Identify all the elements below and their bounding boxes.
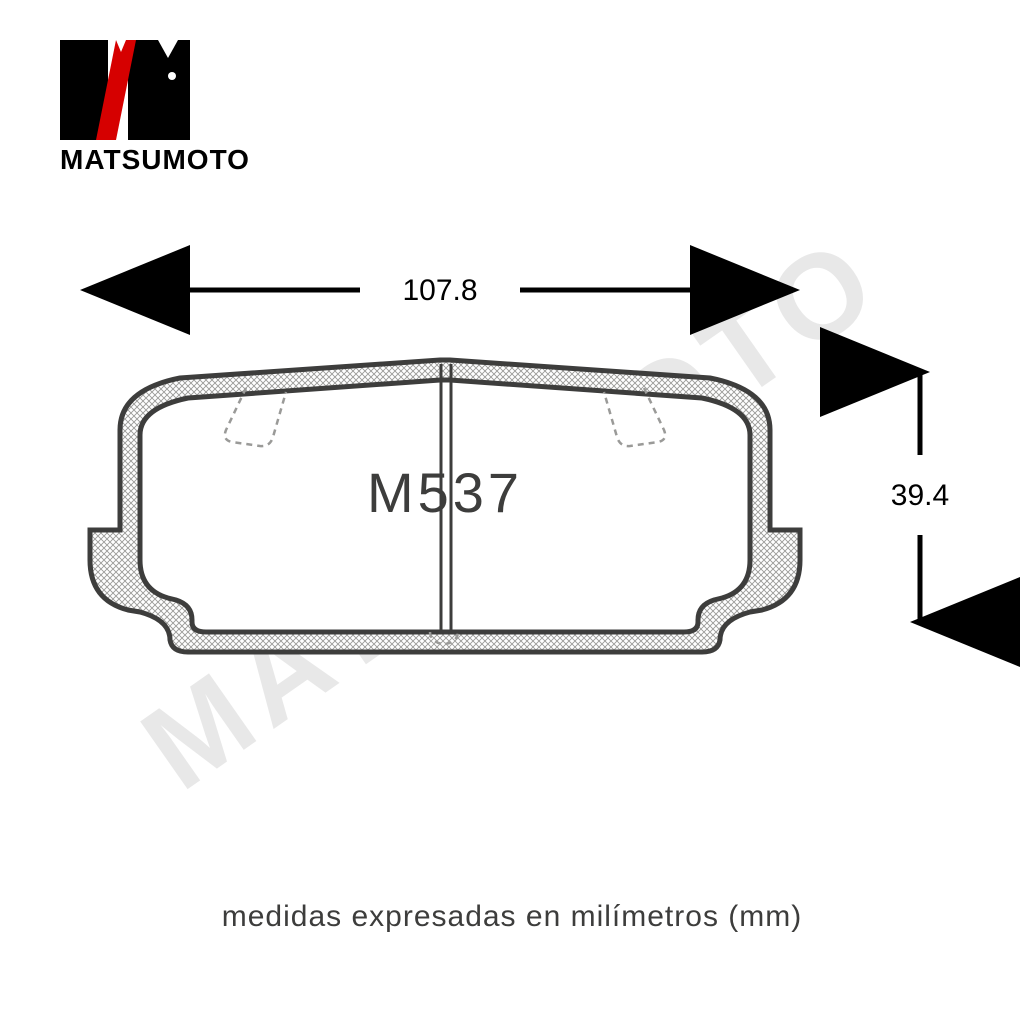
footer-units-note: medidas expresadas en milímetros (mm) — [0, 900, 1024, 934]
part-number-label: M537 — [367, 461, 523, 524]
brand-name: MATSUMOTO — [60, 144, 250, 176]
brand-logo-icon — [60, 40, 190, 140]
width-dimension-label: 107.8 — [402, 274, 477, 307]
brand-logo: MATSUMOTO — [60, 40, 250, 176]
brake-pad-diagram: 107.8 39.4 M537 — [50, 260, 970, 660]
height-dimension-label: 39.4 — [891, 479, 949, 512]
